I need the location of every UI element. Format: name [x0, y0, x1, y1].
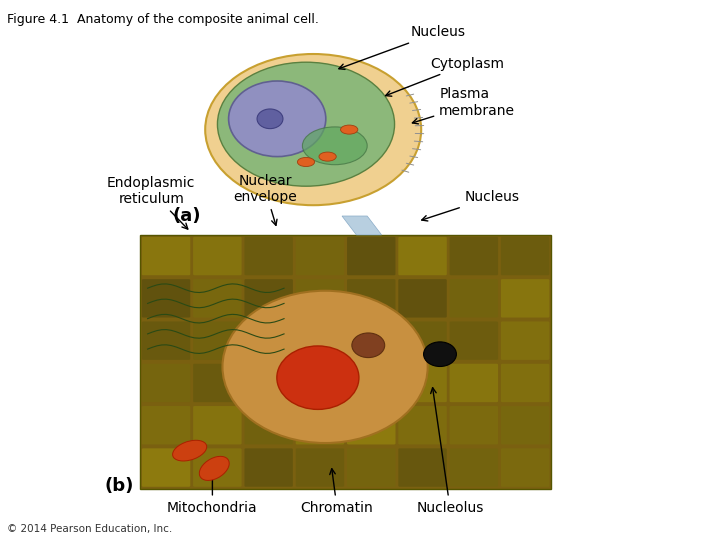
Polygon shape: [342, 216, 382, 235]
Circle shape: [352, 333, 384, 357]
FancyBboxPatch shape: [142, 448, 190, 487]
FancyBboxPatch shape: [140, 235, 551, 489]
Ellipse shape: [205, 54, 421, 205]
FancyBboxPatch shape: [501, 279, 549, 318]
FancyBboxPatch shape: [142, 321, 190, 360]
Text: Figure 4.1  Anatomy of the composite animal cell.: Figure 4.1 Anatomy of the composite anim…: [7, 14, 319, 26]
FancyBboxPatch shape: [501, 237, 549, 275]
FancyBboxPatch shape: [398, 364, 447, 402]
Ellipse shape: [217, 62, 395, 186]
FancyBboxPatch shape: [449, 237, 498, 275]
FancyBboxPatch shape: [398, 406, 447, 444]
Ellipse shape: [277, 346, 359, 409]
Ellipse shape: [302, 127, 367, 165]
Ellipse shape: [173, 440, 207, 461]
FancyBboxPatch shape: [193, 406, 242, 444]
FancyBboxPatch shape: [244, 448, 293, 487]
FancyBboxPatch shape: [296, 279, 344, 318]
FancyBboxPatch shape: [449, 406, 498, 444]
FancyBboxPatch shape: [193, 279, 242, 318]
FancyBboxPatch shape: [244, 321, 293, 360]
FancyBboxPatch shape: [296, 321, 344, 360]
FancyBboxPatch shape: [193, 321, 242, 360]
FancyBboxPatch shape: [501, 321, 549, 360]
Ellipse shape: [319, 152, 336, 161]
Ellipse shape: [222, 291, 428, 443]
FancyBboxPatch shape: [296, 448, 344, 487]
Ellipse shape: [199, 456, 229, 481]
Text: © 2014 Pearson Education, Inc.: © 2014 Pearson Education, Inc.: [7, 523, 173, 534]
Text: Cytoplasm: Cytoplasm: [386, 57, 505, 96]
Text: Chromatin: Chromatin: [300, 469, 374, 515]
FancyBboxPatch shape: [501, 364, 549, 402]
FancyBboxPatch shape: [449, 448, 498, 487]
FancyBboxPatch shape: [347, 364, 395, 402]
Text: Nucleus: Nucleus: [339, 25, 465, 70]
FancyBboxPatch shape: [193, 237, 242, 275]
Text: Endoplasmic
reticulum: Endoplasmic reticulum: [107, 176, 195, 229]
FancyBboxPatch shape: [142, 237, 190, 275]
Text: Nucleolus: Nucleolus: [416, 388, 484, 515]
FancyBboxPatch shape: [142, 279, 190, 318]
FancyBboxPatch shape: [398, 448, 447, 487]
Text: Nucleus: Nucleus: [422, 190, 519, 221]
FancyBboxPatch shape: [244, 237, 293, 275]
FancyBboxPatch shape: [244, 279, 293, 318]
FancyBboxPatch shape: [501, 406, 549, 444]
FancyBboxPatch shape: [193, 364, 242, 402]
FancyBboxPatch shape: [142, 364, 190, 402]
FancyBboxPatch shape: [449, 321, 498, 360]
FancyBboxPatch shape: [244, 364, 293, 402]
FancyBboxPatch shape: [296, 237, 344, 275]
FancyBboxPatch shape: [347, 321, 395, 360]
Ellipse shape: [297, 158, 315, 166]
FancyBboxPatch shape: [244, 406, 293, 444]
Ellipse shape: [229, 81, 325, 157]
FancyBboxPatch shape: [501, 448, 549, 487]
FancyBboxPatch shape: [347, 279, 395, 318]
FancyBboxPatch shape: [296, 364, 344, 402]
FancyBboxPatch shape: [449, 364, 498, 402]
Text: Mitochondria: Mitochondria: [167, 461, 258, 515]
FancyBboxPatch shape: [398, 321, 447, 360]
Text: (a): (a): [173, 207, 202, 225]
Circle shape: [423, 342, 456, 367]
Ellipse shape: [341, 125, 358, 134]
Text: Plasma
membrane: Plasma membrane: [413, 87, 516, 124]
FancyBboxPatch shape: [449, 279, 498, 318]
FancyBboxPatch shape: [347, 448, 395, 487]
FancyBboxPatch shape: [142, 406, 190, 444]
FancyBboxPatch shape: [296, 406, 344, 444]
Text: (b): (b): [104, 477, 133, 495]
FancyBboxPatch shape: [398, 237, 447, 275]
FancyBboxPatch shape: [347, 237, 395, 275]
FancyBboxPatch shape: [347, 406, 395, 444]
FancyBboxPatch shape: [193, 448, 242, 487]
Ellipse shape: [257, 109, 283, 129]
FancyBboxPatch shape: [398, 279, 447, 318]
Text: Nuclear
envelope: Nuclear envelope: [233, 174, 297, 225]
